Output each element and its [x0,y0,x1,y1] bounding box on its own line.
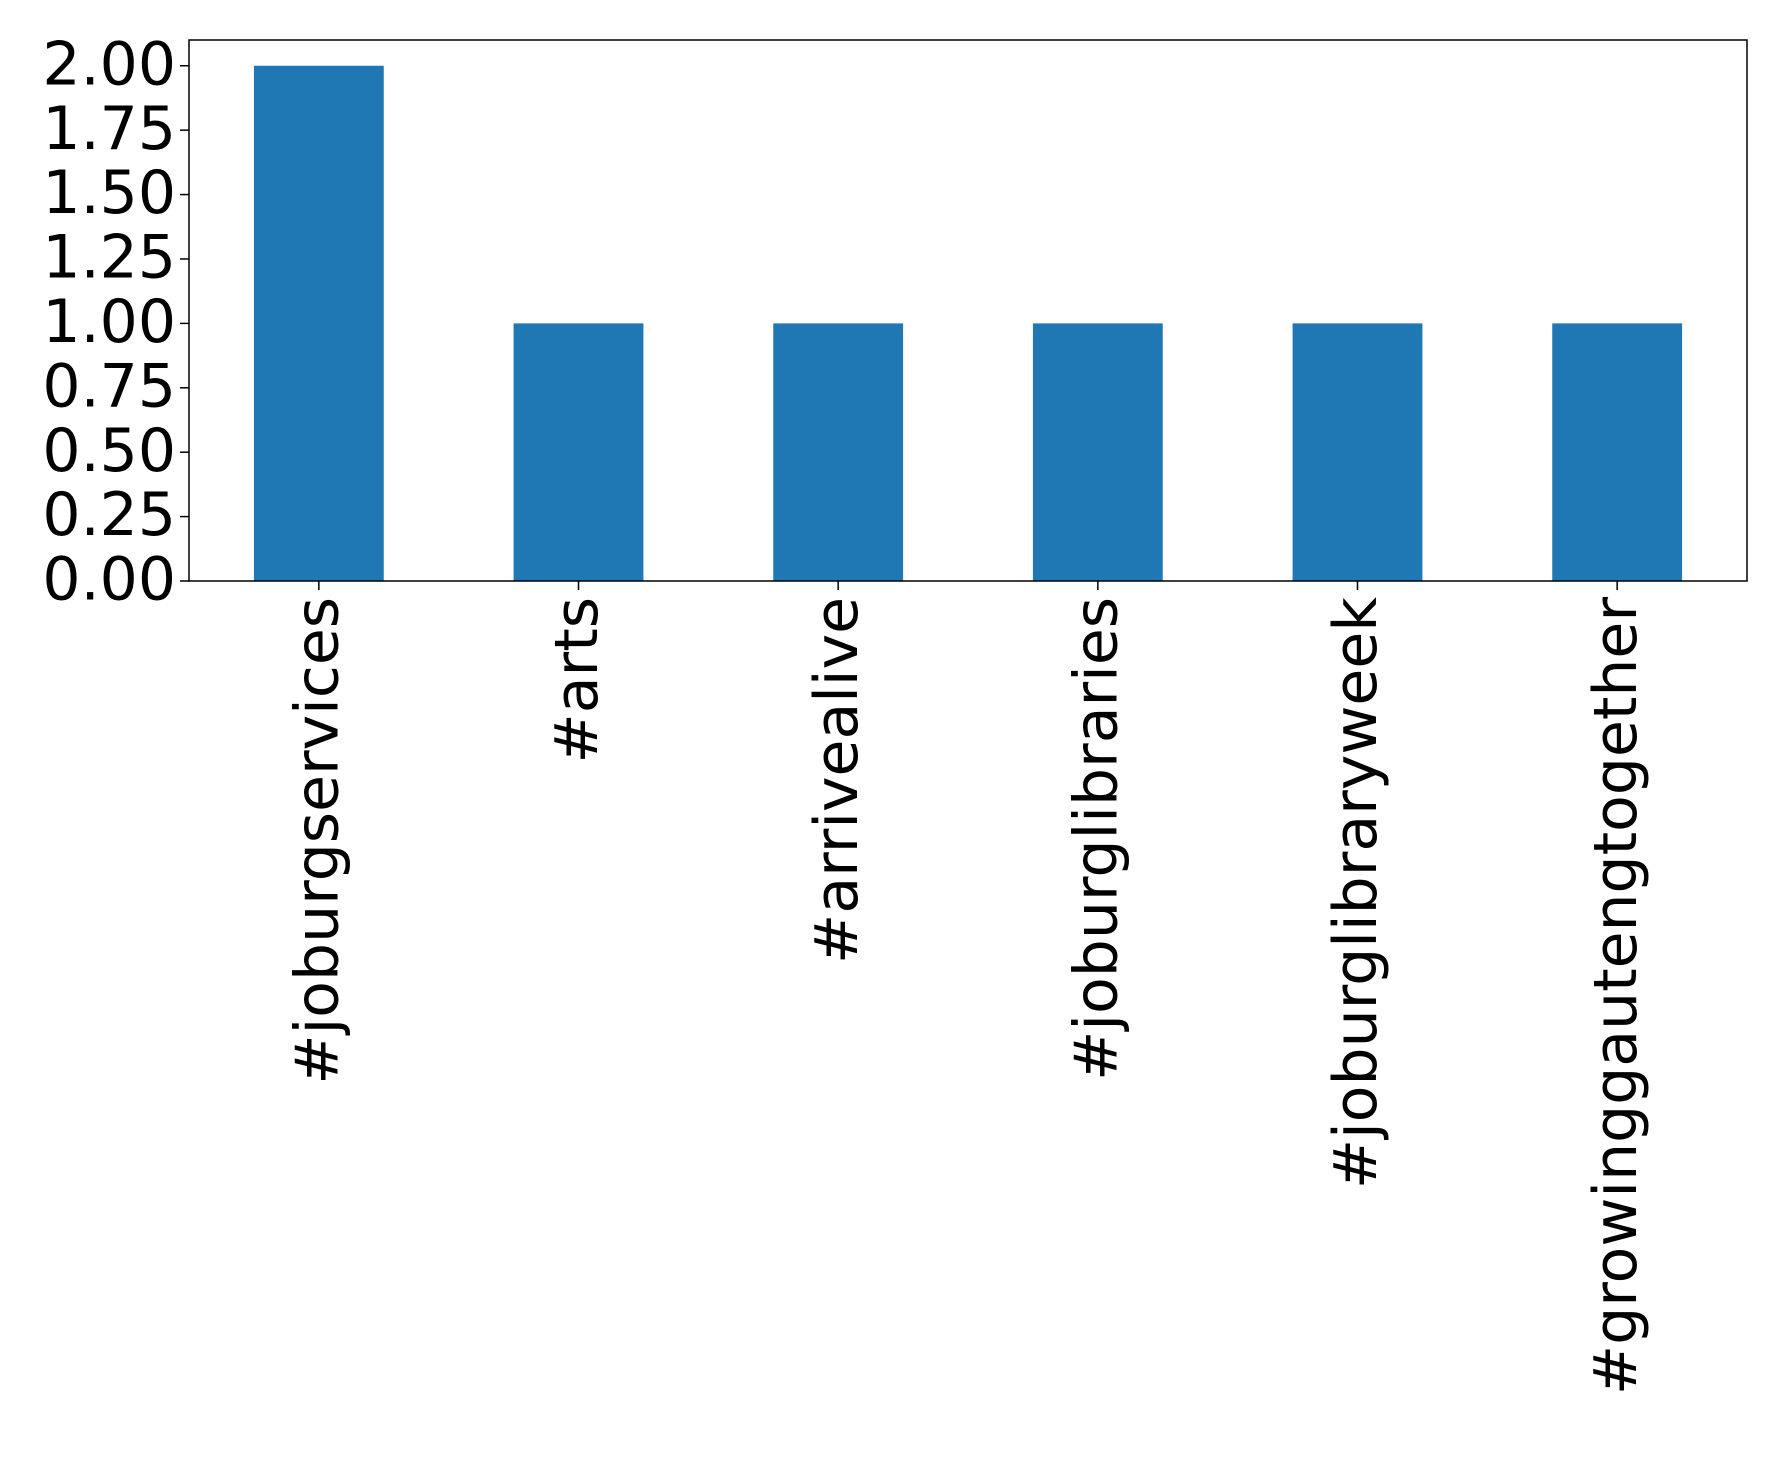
bar [1032,323,1163,581]
y-tick-label: 1.25 [42,223,176,293]
bar [1292,323,1423,581]
y-tick-label: 1.50 [42,158,176,228]
y-tick-label: 0.75 [42,351,176,421]
y-tick-label: 1.75 [42,94,176,164]
bar [1552,323,1683,581]
x-tick-label: #growinggautengtogether [1581,597,1651,1395]
y-tick-label: 1.00 [42,287,176,357]
bar [513,323,644,581]
x-tick-label: #arrivealive [802,597,872,964]
y-tick-label: 0.25 [42,480,176,550]
bar [253,65,384,581]
y-tick-label: 2.00 [42,29,176,99]
x-tick-label: #joburgservices [282,597,352,1085]
y-tick-label: 0.00 [42,545,176,615]
plot-frame [188,39,1748,582]
bar [773,323,904,581]
y-tick-label: 0.50 [42,416,176,486]
x-tick-label: #arts [542,597,612,764]
x-tick-label: #joburglibraryweek [1321,597,1391,1189]
x-tick-label: #joburglibraries [1061,597,1131,1081]
